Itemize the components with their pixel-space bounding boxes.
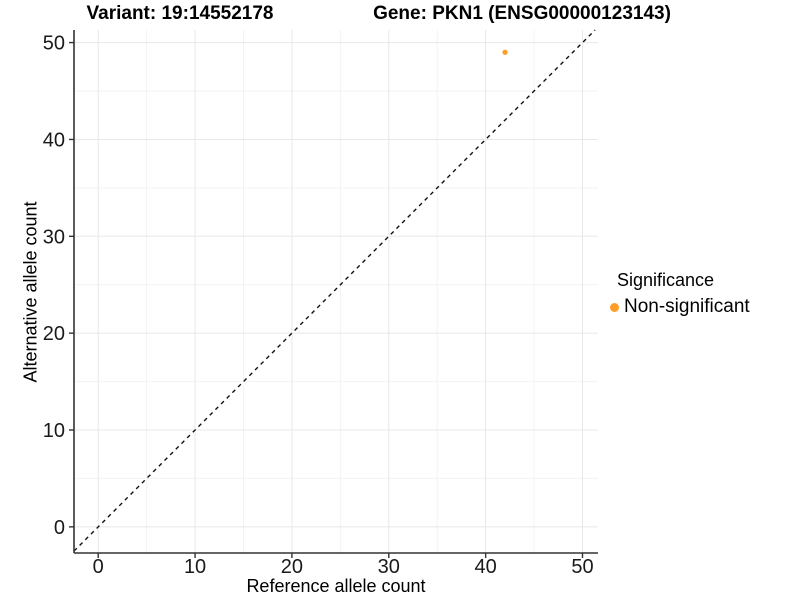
identity-line	[73, 29, 596, 552]
plot-title-variant: Variant: 19:14552178	[86, 3, 274, 24]
plot-title-gene: Gene: PKN1 (ENSG00000123143)	[373, 3, 671, 24]
y-axis-title: Alternative allele count	[20, 201, 41, 383]
y-tick-label: 40	[43, 129, 65, 151]
legend-point-icon	[610, 302, 619, 312]
y-tick-label: 30	[43, 226, 65, 248]
y-tick-label: 50	[43, 33, 65, 55]
x-tick-label: 50	[571, 556, 593, 578]
legend-title: Significance	[617, 270, 715, 290]
y-tick-label: 10	[43, 420, 65, 442]
x-tick-label: 10	[184, 556, 206, 578]
y-tick-label: 20	[43, 323, 65, 345]
x-tick-label: 40	[475, 556, 497, 578]
x-axis-title: Reference allele count	[246, 576, 426, 596]
legend: Significance Non-significant	[610, 270, 750, 318]
legend-item: Non-significant	[610, 296, 750, 318]
data-point	[502, 49, 508, 55]
x-tick-label: 0	[93, 556, 104, 578]
y-tick-label: 0	[54, 517, 65, 539]
x-tick-label: 20	[281, 556, 303, 578]
legend-item-label: Non-significant	[624, 296, 750, 317]
x-tick-label: 30	[378, 556, 400, 578]
